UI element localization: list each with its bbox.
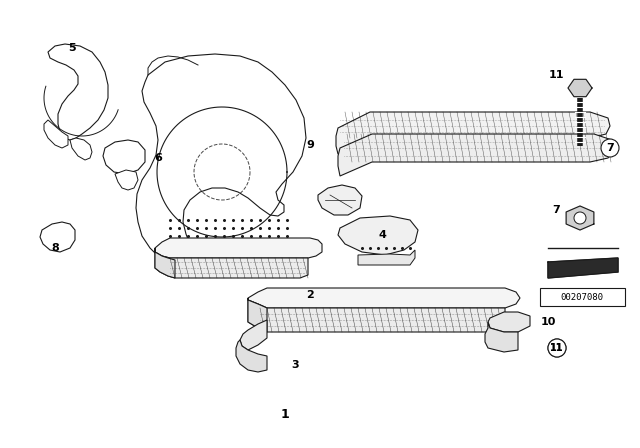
Ellipse shape [498, 330, 510, 346]
Polygon shape [70, 138, 92, 160]
Text: 7: 7 [552, 205, 560, 215]
Polygon shape [155, 248, 175, 278]
Text: 2: 2 [306, 290, 314, 300]
Text: 5: 5 [68, 43, 76, 53]
Polygon shape [248, 288, 520, 308]
Polygon shape [485, 322, 518, 352]
Polygon shape [318, 185, 362, 215]
Polygon shape [40, 222, 75, 252]
Text: 00207080: 00207080 [561, 293, 604, 302]
Polygon shape [248, 298, 267, 332]
Polygon shape [338, 216, 418, 255]
Polygon shape [338, 134, 614, 176]
FancyBboxPatch shape [540, 288, 625, 306]
Text: 11: 11 [550, 343, 564, 353]
Polygon shape [358, 250, 415, 265]
Polygon shape [44, 120, 68, 148]
Polygon shape [115, 170, 138, 190]
Circle shape [601, 139, 619, 157]
Text: 6: 6 [154, 153, 162, 163]
Text: 11: 11 [548, 70, 564, 80]
Polygon shape [155, 238, 322, 258]
Polygon shape [336, 112, 610, 154]
Polygon shape [248, 300, 505, 332]
Text: 9: 9 [306, 140, 314, 150]
Text: 11: 11 [550, 343, 564, 353]
Polygon shape [488, 312, 530, 332]
Polygon shape [155, 252, 308, 278]
Polygon shape [103, 140, 145, 174]
Circle shape [548, 339, 566, 357]
Polygon shape [48, 44, 108, 140]
Text: 3: 3 [291, 360, 299, 370]
Polygon shape [568, 79, 592, 97]
Polygon shape [566, 206, 594, 230]
Text: 7: 7 [606, 143, 614, 153]
Polygon shape [136, 54, 306, 268]
Polygon shape [548, 258, 618, 278]
Text: 1: 1 [280, 409, 289, 422]
Text: 8: 8 [51, 243, 59, 253]
Circle shape [574, 212, 586, 224]
Text: 4: 4 [378, 230, 386, 240]
Circle shape [548, 339, 566, 357]
Polygon shape [240, 320, 267, 350]
Polygon shape [236, 340, 267, 372]
Text: 10: 10 [540, 317, 556, 327]
